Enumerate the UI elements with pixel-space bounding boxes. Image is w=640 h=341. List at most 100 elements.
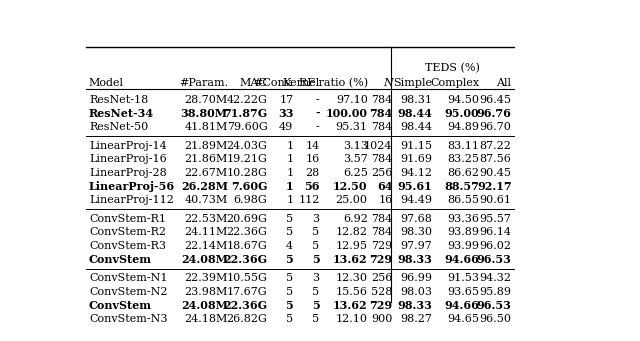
- Text: 96.53: 96.53: [477, 300, 511, 311]
- Text: 94.65: 94.65: [447, 314, 479, 324]
- Text: -: -: [316, 122, 319, 132]
- Text: RF ratio (%): RF ratio (%): [298, 78, 367, 88]
- Text: LinearProj-14: LinearProj-14: [89, 141, 166, 151]
- Text: 64: 64: [377, 181, 392, 192]
- Text: 5: 5: [285, 254, 293, 265]
- Text: ResNet-50: ResNet-50: [89, 122, 148, 132]
- Text: 91.53: 91.53: [447, 273, 479, 283]
- Text: 56: 56: [304, 181, 319, 192]
- Text: 94.66: 94.66: [444, 254, 479, 265]
- Text: 4: 4: [286, 241, 293, 251]
- Text: 24.03G: 24.03G: [227, 141, 268, 151]
- Text: MAC: MAC: [239, 78, 268, 88]
- Text: 15.56: 15.56: [336, 287, 367, 297]
- Text: 5: 5: [286, 214, 293, 224]
- Text: Complex: Complex: [430, 78, 479, 88]
- Text: 5: 5: [286, 314, 293, 324]
- Text: 256: 256: [371, 273, 392, 283]
- Text: 49: 49: [279, 122, 293, 132]
- Text: 94.32: 94.32: [479, 273, 511, 283]
- Text: 5: 5: [286, 273, 293, 283]
- Text: -: -: [316, 95, 319, 105]
- Text: Kernel: Kernel: [282, 78, 319, 88]
- Text: 83.11: 83.11: [447, 141, 479, 151]
- Text: 3.57: 3.57: [343, 154, 367, 164]
- Text: 94.12: 94.12: [400, 168, 432, 178]
- Text: 96.14: 96.14: [479, 227, 511, 237]
- Text: 19.21G: 19.21G: [227, 154, 268, 164]
- Text: 24.08M: 24.08M: [181, 300, 228, 311]
- Text: 90.61: 90.61: [479, 195, 511, 205]
- Text: 3.13: 3.13: [343, 141, 367, 151]
- Text: 88.57: 88.57: [444, 181, 479, 192]
- Text: 1: 1: [285, 181, 293, 192]
- Text: 12.95: 12.95: [336, 241, 367, 251]
- Text: 1: 1: [286, 141, 293, 151]
- Text: 26.28M: 26.28M: [181, 181, 228, 192]
- Text: 17.67G: 17.67G: [227, 287, 268, 297]
- Text: 784: 784: [371, 214, 392, 224]
- Text: 86.55: 86.55: [447, 195, 479, 205]
- Text: ConvStem-R2: ConvStem-R2: [89, 227, 166, 237]
- Text: 22.53M: 22.53M: [184, 214, 228, 224]
- Text: 17: 17: [279, 95, 293, 105]
- Text: 93.65: 93.65: [447, 287, 479, 297]
- Text: 98.30: 98.30: [400, 227, 432, 237]
- Text: LinearProj-16: LinearProj-16: [89, 154, 166, 164]
- Text: 95.00: 95.00: [445, 108, 479, 119]
- Text: 13.62: 13.62: [333, 254, 367, 265]
- Text: ConvStem-N2: ConvStem-N2: [89, 287, 168, 297]
- Text: 87.22: 87.22: [479, 141, 511, 151]
- Text: ConvStem-R3: ConvStem-R3: [89, 241, 166, 251]
- Text: 95.31: 95.31: [336, 122, 367, 132]
- Text: 28: 28: [305, 168, 319, 178]
- Text: 22.14M: 22.14M: [184, 241, 228, 251]
- Text: 25.00: 25.00: [336, 195, 367, 205]
- Text: 96.76: 96.76: [477, 108, 511, 119]
- Text: 20.69G: 20.69G: [227, 214, 268, 224]
- Text: 96.70: 96.70: [479, 122, 511, 132]
- Text: 96.45: 96.45: [479, 95, 511, 105]
- Text: 5: 5: [312, 227, 319, 237]
- Text: 5: 5: [312, 314, 319, 324]
- Text: 26.82G: 26.82G: [227, 314, 268, 324]
- Text: 24.11M: 24.11M: [184, 227, 228, 237]
- Text: ConvStem: ConvStem: [89, 254, 152, 265]
- Text: ConvStem: ConvStem: [89, 300, 152, 311]
- Text: 98.33: 98.33: [397, 300, 432, 311]
- Text: 12.10: 12.10: [336, 314, 367, 324]
- Text: 5: 5: [285, 300, 293, 311]
- Text: 12.82: 12.82: [336, 227, 367, 237]
- Text: 784: 784: [371, 227, 392, 237]
- Text: 3: 3: [312, 214, 319, 224]
- Text: 6.92: 6.92: [343, 214, 367, 224]
- Text: 1024: 1024: [364, 141, 392, 151]
- Text: 5: 5: [312, 300, 319, 311]
- Text: 1: 1: [286, 195, 293, 205]
- Text: 12.30: 12.30: [336, 273, 367, 283]
- Text: 28.70M: 28.70M: [184, 95, 228, 105]
- Text: 94.49: 94.49: [400, 195, 432, 205]
- Text: 22.67M: 22.67M: [184, 168, 228, 178]
- Text: -: -: [315, 108, 319, 119]
- Text: 94.66: 94.66: [444, 300, 479, 311]
- Text: 23.98M: 23.98M: [184, 287, 228, 297]
- Text: 41.81M: 41.81M: [184, 122, 228, 132]
- Text: 97.10: 97.10: [336, 95, 367, 105]
- Text: 22.36G: 22.36G: [223, 254, 268, 265]
- Text: 784: 784: [371, 122, 392, 132]
- Text: 5: 5: [286, 227, 293, 237]
- Text: 528: 528: [371, 287, 392, 297]
- Text: 5: 5: [312, 287, 319, 297]
- Text: 1: 1: [286, 154, 293, 164]
- Text: 96.50: 96.50: [479, 314, 511, 324]
- Text: 729: 729: [371, 241, 392, 251]
- Text: 96.02: 96.02: [479, 241, 511, 251]
- Text: 38.80M: 38.80M: [180, 108, 228, 119]
- Text: 14: 14: [305, 141, 319, 151]
- Text: 13.62: 13.62: [333, 300, 367, 311]
- Text: 98.33: 98.33: [397, 254, 432, 265]
- Text: 24.18M: 24.18M: [184, 314, 228, 324]
- Text: 94.89: 94.89: [447, 122, 479, 132]
- Text: 7.60G: 7.60G: [231, 181, 268, 192]
